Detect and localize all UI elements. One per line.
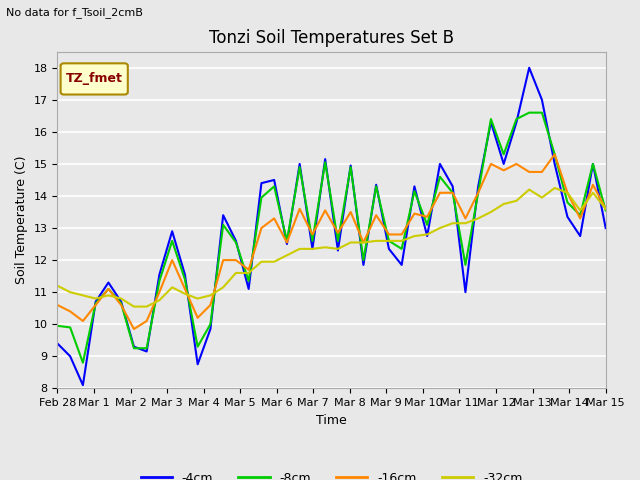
Legend: -4cm, -8cm, -16cm, -32cm: -4cm, -8cm, -16cm, -32cm xyxy=(136,467,527,480)
Title: Tonzi Soil Temperatures Set B: Tonzi Soil Temperatures Set B xyxy=(209,29,454,48)
Text: TZ_fmet: TZ_fmet xyxy=(66,72,123,85)
Text: No data for f_Tsoil_2cmB: No data for f_Tsoil_2cmB xyxy=(6,7,143,18)
X-axis label: Time: Time xyxy=(316,414,347,427)
Y-axis label: Soil Temperature (C): Soil Temperature (C) xyxy=(15,156,28,284)
